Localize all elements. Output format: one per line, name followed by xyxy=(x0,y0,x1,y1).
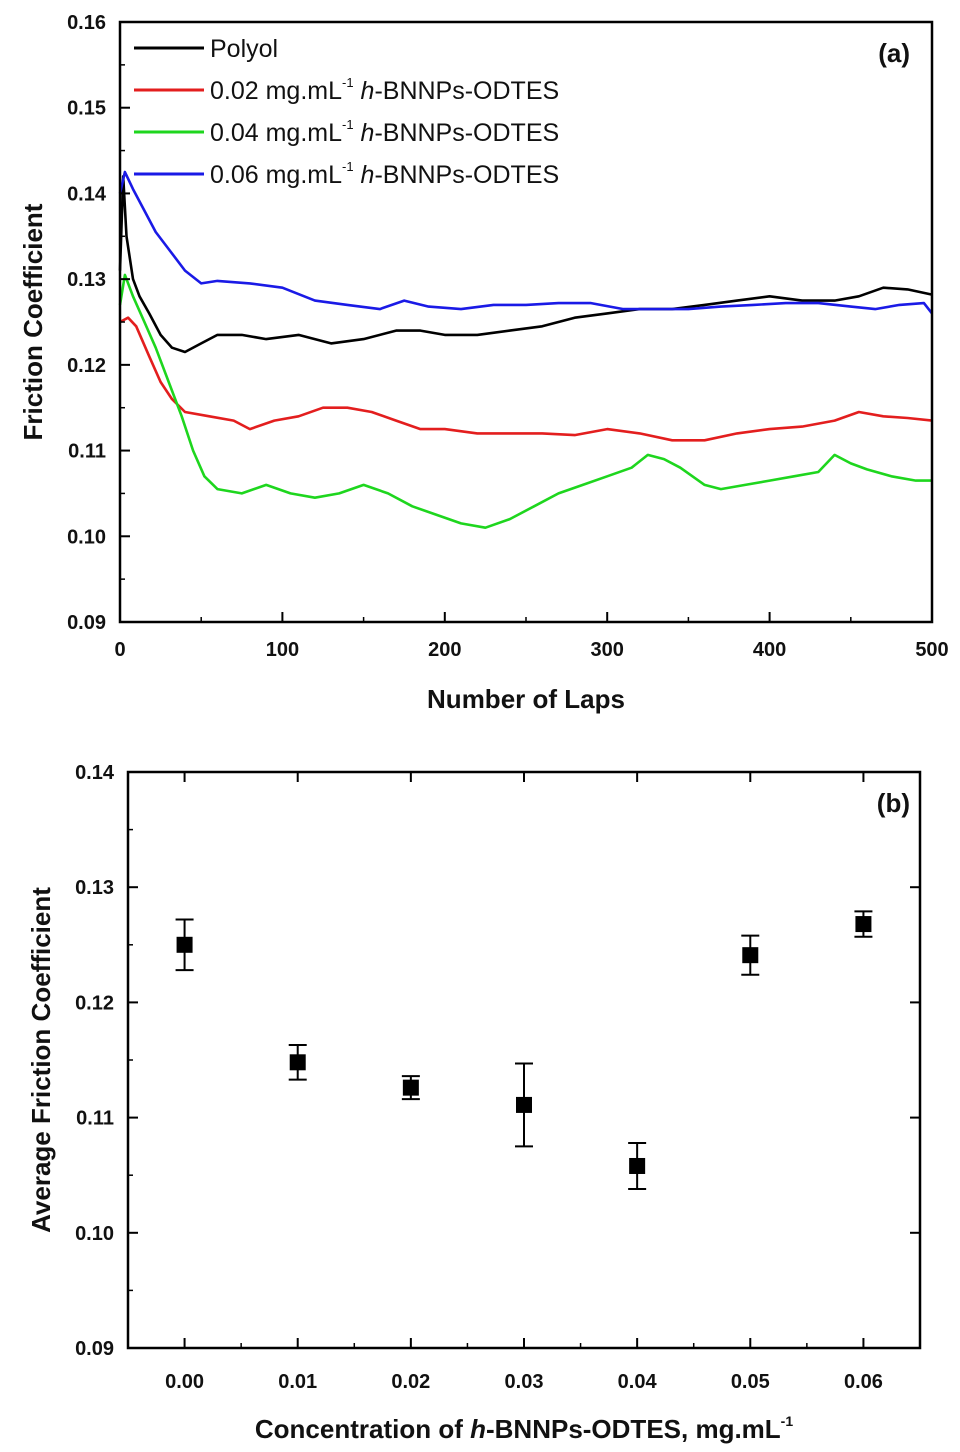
y-tick-label-a: 0.11 xyxy=(68,441,106,463)
square-marker xyxy=(742,947,759,964)
x-tick-label-b: 0.02 xyxy=(391,1371,430,1393)
x-axis-label-b-rest: -BNNPs-ODTES, mg.mL xyxy=(486,1414,781,1444)
legend: Polyol 0.02 mg.mL-1 h-BNNPs-ODTES 0.04 mg.… xyxy=(134,35,559,189)
data-point-7 xyxy=(854,910,873,938)
y-tick-label-b: 0.14 xyxy=(75,762,115,784)
y-tick-label-b: 0.13 xyxy=(75,877,114,899)
series-line-3 xyxy=(118,273,932,529)
y-tick-label-a: 0.12 xyxy=(67,355,106,377)
data-point-3 xyxy=(401,1075,420,1101)
square-marker xyxy=(289,1054,306,1071)
panel-a: 0 100 200 300 400 500 0.09 0.10 0.11 0.12 0.13 0.14… xyxy=(18,12,949,714)
x-tick-label-b: 0.01 xyxy=(278,1371,317,1393)
x-tick-label-b: 0.00 xyxy=(165,1371,204,1393)
plot-frame-a xyxy=(118,20,934,624)
x-tick-label-a: 200 xyxy=(428,639,461,661)
panel-label-b: (b) xyxy=(877,788,910,818)
panel-label-a: (a) xyxy=(878,38,910,68)
legend-label-2: 0.02 mg.mL-1 h-BNNPs-ODTES xyxy=(210,75,559,105)
x-axis-label-b-main: Concentration of xyxy=(255,1414,470,1444)
y-tick-label-a: 0.09 xyxy=(67,612,106,634)
axis-ticks-a: 0 100 200 300 400 500 0.09 0.10 0.11 0.12 0.13 0.14… xyxy=(67,12,949,661)
data-point-6 xyxy=(741,934,760,976)
square-marker xyxy=(402,1079,419,1096)
x-tick-label-b: 0.05 xyxy=(731,1371,770,1393)
x-tick-label-b: 0.03 xyxy=(505,1371,544,1393)
square-marker xyxy=(629,1157,646,1174)
data-point-4 xyxy=(515,1062,533,1148)
y-tick-label-b: 0.11 xyxy=(76,1108,114,1130)
y-tick-label-a: 0.15 xyxy=(67,98,106,120)
y-axis-label-b: Average Friction Coefficient xyxy=(26,887,56,1233)
y-tick-label-a: 0.16 xyxy=(67,12,106,34)
y-tick-label-a: 0.10 xyxy=(67,526,106,548)
x-axis-label-b-italic: h xyxy=(470,1414,486,1444)
square-marker xyxy=(516,1096,532,1113)
y-tick-label-b: 0.09 xyxy=(75,1338,114,1360)
x-axis-label-b-sup: -1 xyxy=(781,1413,794,1429)
series-line-4 xyxy=(118,170,934,315)
data-point-2 xyxy=(288,1044,307,1081)
square-marker xyxy=(176,936,193,953)
y-tick-label-b: 0.12 xyxy=(75,992,114,1014)
y-tick-label-b: 0.10 xyxy=(75,1223,114,1245)
legend-label-4: 0.06 mg.mL-1 h-BNNPs-ODTES xyxy=(210,159,559,189)
x-tick-label-b: 0.06 xyxy=(844,1371,883,1393)
panel-b: 0.00 0.01 0.02 0.03 0.04 0.05 0.06 0.09 0.10 0.11… xyxy=(26,762,922,1444)
axis-ticks-b: 0.00 0.01 0.02 0.03 0.04 0.05 0.06 0.09 0.10 0.11… xyxy=(75,762,921,1393)
x-tick-label-a: 400 xyxy=(753,639,786,661)
x-tick-label-a: 0 xyxy=(114,639,125,661)
y-tick-label-a: 0.14 xyxy=(67,183,107,205)
y-tick-label-a: 0.13 xyxy=(67,269,106,291)
x-tick-label-a: 100 xyxy=(266,639,299,661)
legend-label-3: 0.04 mg.mL-1 h-BNNPs-ODTES xyxy=(210,117,559,147)
x-tick-label-b: 0.04 xyxy=(618,1371,658,1393)
x-axis-label-a: Number of Laps xyxy=(427,684,625,714)
plot-frame-b xyxy=(126,770,922,1350)
x-tick-label-a: 300 xyxy=(591,639,624,661)
data-point-1 xyxy=(175,918,194,972)
x-axis-label-b: Concentration of h-BNNPs-ODTES, mg.mL-1 xyxy=(255,1413,793,1444)
legend-label-1: Polyol xyxy=(210,35,278,63)
series-lines xyxy=(118,170,934,529)
x-tick-label-a: 500 xyxy=(915,639,948,661)
square-marker xyxy=(855,916,872,933)
y-axis-label-a: Friction Coefficient xyxy=(18,203,48,440)
data-point-5 xyxy=(628,1141,647,1191)
series-line-1 xyxy=(118,175,933,354)
scatter-points xyxy=(175,910,873,1191)
